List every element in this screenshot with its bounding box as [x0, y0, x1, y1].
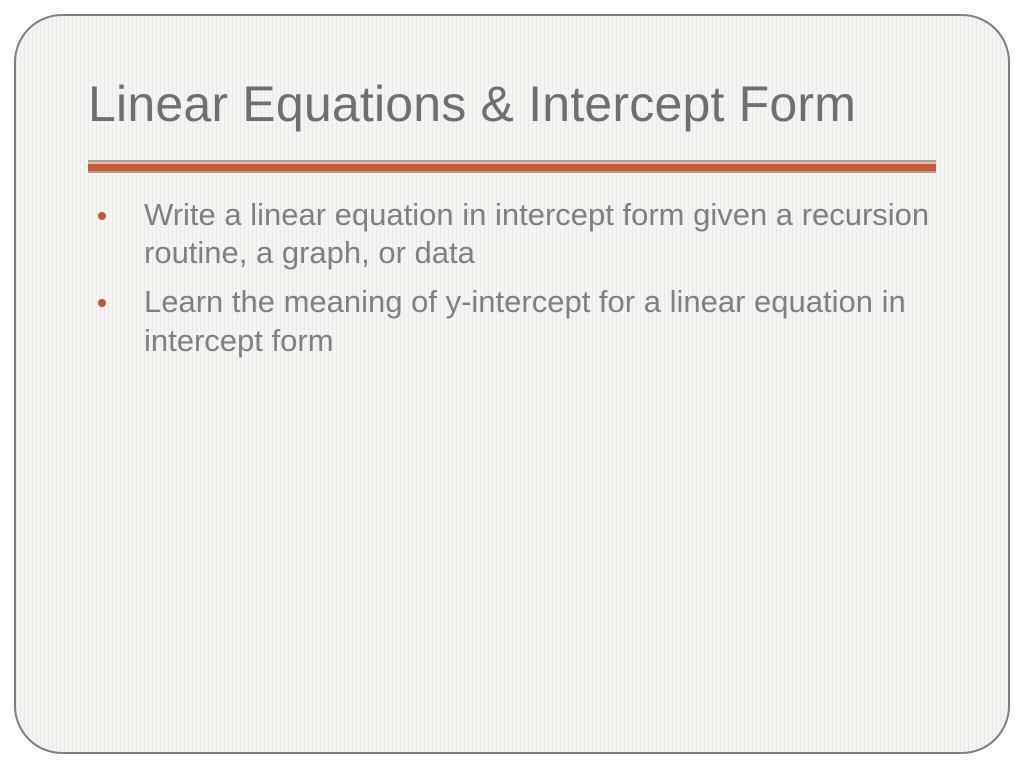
bullet-text: Learn the meaning of y-intercept for a l…: [144, 283, 936, 361]
bullet-icon: [98, 212, 106, 220]
divider-line-accent: [88, 164, 936, 171]
bullet-icon: [98, 299, 106, 307]
bullet-text: Write a linear equation in intercept for…: [144, 196, 936, 274]
list-item: Write a linear equation in intercept for…: [92, 196, 936, 274]
list-item: Learn the meaning of y-intercept for a l…: [92, 283, 936, 361]
bullet-list: Write a linear equation in intercept for…: [88, 196, 936, 361]
slide-title: Linear Equations & Intercept Form: [88, 76, 936, 134]
divider-line-bottom: [88, 171, 936, 173]
slide-content: Linear Equations & Intercept Form Write …: [16, 16, 1008, 752]
title-divider: [88, 160, 936, 174]
slide-frame: Linear Equations & Intercept Form Write …: [14, 14, 1010, 754]
